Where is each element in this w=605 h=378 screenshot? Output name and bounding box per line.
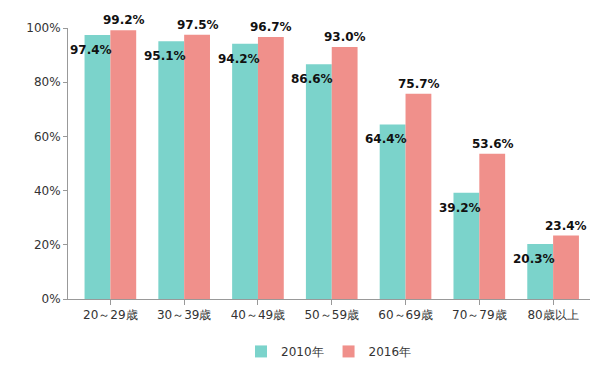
svg-text:60%: 60% xyxy=(34,130,61,144)
svg-text:70～79歳: 70～79歳 xyxy=(452,308,507,322)
svg-text:86.6%: 86.6% xyxy=(291,72,333,86)
svg-text:60～69歳: 60～69歳 xyxy=(378,308,433,322)
svg-text:80%: 80% xyxy=(34,75,61,89)
svg-text:23.4%: 23.4% xyxy=(545,219,587,233)
svg-text:20.3%: 20.3% xyxy=(513,252,555,266)
svg-text:95.1%: 95.1% xyxy=(144,49,186,63)
svg-text:39.2%: 39.2% xyxy=(439,201,481,215)
svg-text:2010年: 2010年 xyxy=(281,345,324,359)
svg-text:50～59歳: 50～59歳 xyxy=(304,308,359,322)
svg-text:93.0%: 93.0% xyxy=(324,30,366,44)
svg-text:97.4%: 97.4% xyxy=(70,43,112,57)
svg-text:99.2%: 99.2% xyxy=(103,13,145,27)
svg-text:2016年: 2016年 xyxy=(369,345,412,359)
svg-text:40%: 40% xyxy=(34,184,61,198)
svg-text:75.7%: 75.7% xyxy=(398,77,440,91)
svg-text:53.6%: 53.6% xyxy=(472,137,514,151)
svg-text:64.4%: 64.4% xyxy=(365,132,407,146)
svg-text:100%: 100% xyxy=(26,21,60,35)
svg-text:97.5%: 97.5% xyxy=(177,18,219,32)
svg-text:96.7%: 96.7% xyxy=(250,20,292,34)
svg-text:0%: 0% xyxy=(42,292,61,306)
svg-text:30～39歳: 30～39歳 xyxy=(157,308,212,322)
svg-text:20%: 20% xyxy=(34,238,61,252)
svg-text:80歳以上: 80歳以上 xyxy=(527,308,578,322)
svg-text:94.2%: 94.2% xyxy=(218,52,260,66)
svg-text:40～49歳: 40～49歳 xyxy=(231,308,286,322)
svg-text:20～29歳: 20～29歳 xyxy=(83,308,138,322)
